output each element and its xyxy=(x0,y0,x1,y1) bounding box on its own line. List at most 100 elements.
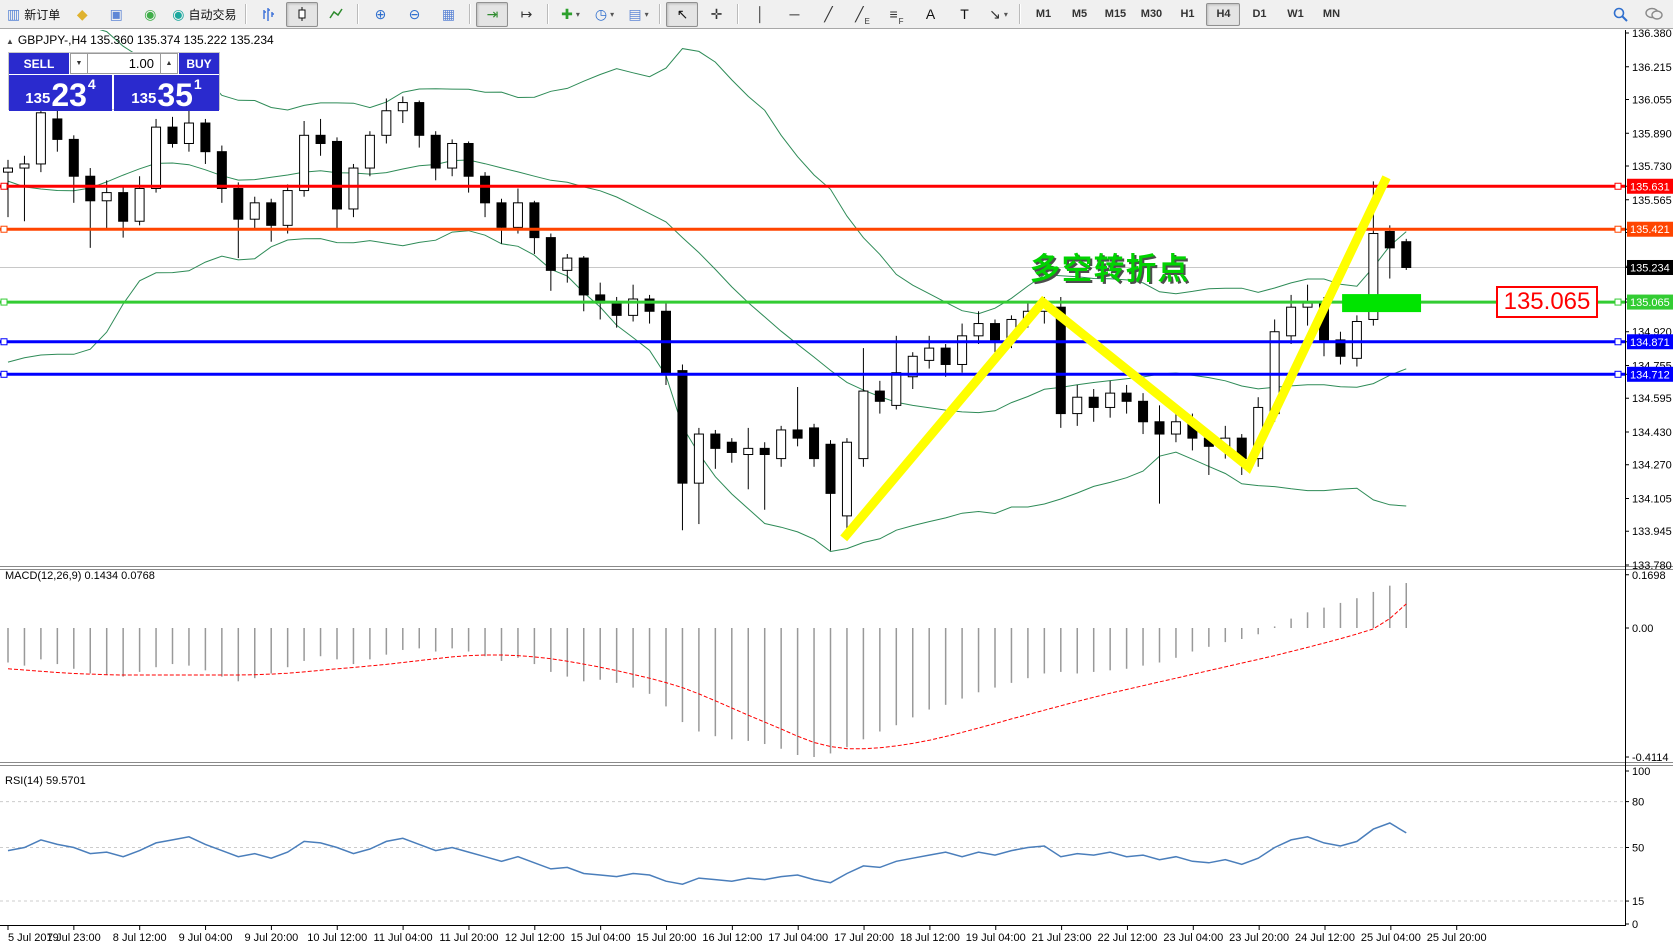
svg-text:135.234: 135.234 xyxy=(1630,262,1670,274)
vertical-line-button[interactable]: │ xyxy=(744,2,776,27)
svg-text:24 Jul 12:00: 24 Jul 12:00 xyxy=(1295,932,1355,944)
timeframe-h1-button[interactable]: H1 xyxy=(1180,8,1195,20)
sell-button[interactable]: SELL xyxy=(9,53,70,74)
bar-chart-button[interactable] xyxy=(252,2,284,27)
timeframe-d1-button[interactable]: D1 xyxy=(1252,8,1267,20)
fibonacci-button[interactable]: ≡ F xyxy=(880,2,912,27)
trendline-icon: ╱ xyxy=(824,6,833,22)
svg-text:133.780: 133.780 xyxy=(1632,560,1672,572)
svg-text:8 Jul 12:00: 8 Jul 12:00 xyxy=(113,932,167,944)
dropdown-arrow-icon[interactable]: ▾ xyxy=(575,9,580,19)
svg-text:11 Jul 04:00: 11 Jul 04:00 xyxy=(374,932,433,944)
navigator-button[interactable]: ◉ xyxy=(134,2,166,27)
tile-windows-button[interactable]: ▦ xyxy=(432,2,464,27)
periods-icon: ◷ xyxy=(594,6,608,22)
new-order-icon: ▥ xyxy=(7,6,21,22)
yellow-trendline[interactable] xyxy=(840,175,1391,542)
svg-text:80: 80 xyxy=(1632,797,1644,809)
buy-button[interactable]: BUY xyxy=(178,53,219,74)
svg-text:22 Jul 12:00: 22 Jul 12:00 xyxy=(1097,932,1157,944)
equidistant-channel-button[interactable]: ╱ E xyxy=(846,2,878,27)
timeframe-w1-button[interactable]: W1 xyxy=(1287,8,1304,20)
collapse-arrow-icon[interactable]: ▲ xyxy=(6,37,14,46)
svg-text:21 Jul 23:00: 21 Jul 23:00 xyxy=(1032,932,1092,944)
cursor-button[interactable]: ↖ xyxy=(666,1,699,27)
text-icon: A xyxy=(925,6,936,22)
search-button[interactable] xyxy=(1604,2,1636,27)
timeframe-mn-button[interactable]: MN xyxy=(1322,8,1341,20)
horizontal-line-button[interactable]: ─ xyxy=(778,2,810,27)
volume-input[interactable] xyxy=(88,53,160,74)
templates-icon: ▤ xyxy=(628,6,642,22)
dropdown-arrow-icon[interactable]: ▾ xyxy=(610,9,615,19)
svg-text:9 Jul 04:00: 9 Jul 04:00 xyxy=(179,932,233,944)
zoom-in-button[interactable]: ⊕ xyxy=(364,2,396,27)
one-click-trade-panel: SELL ▼ ▲ BUY 135 23 4 135 35 1 xyxy=(8,52,220,111)
sell-price-display[interactable]: 135 23 4 xyxy=(9,75,112,111)
svg-text:135.421: 135.421 xyxy=(1630,224,1670,236)
zoom-out-icon: ⊖ xyxy=(408,6,421,22)
toolbar-right-group xyxy=(1603,2,1671,27)
svg-text:23 Jul 20:00: 23 Jul 20:00 xyxy=(1229,932,1289,944)
turning-point-annotation[interactable]: 多空转折点 xyxy=(1030,253,1190,286)
sell-price-pips: 23 xyxy=(51,76,87,113)
buy-price-display[interactable]: 135 35 1 xyxy=(114,75,219,111)
price-callout-box[interactable]: 135.065 xyxy=(1496,286,1598,318)
svg-text:-0.4114: -0.4114 xyxy=(1632,752,1669,764)
sub-letter: E xyxy=(864,16,870,26)
zoom-out-button[interactable]: ⊖ xyxy=(398,2,430,27)
crosshair-button[interactable]: ✛ xyxy=(700,2,732,27)
chart-shift-button[interactable]: ↦ xyxy=(510,2,542,27)
trendline-button[interactable]: ╱ xyxy=(812,2,844,27)
toolbar-separator xyxy=(737,4,740,24)
autotrading-button[interactable]: ◉ 自动交易 xyxy=(168,2,240,27)
svg-text:15: 15 xyxy=(1632,896,1644,908)
text-button[interactable]: A xyxy=(914,2,946,27)
navigator-icon: ◉ xyxy=(144,6,157,22)
autotrading-button-label: 自动交易 xyxy=(188,7,237,22)
svg-text:18 Jul 12:00: 18 Jul 12:00 xyxy=(900,932,960,944)
macd-signal-line xyxy=(7,603,1407,750)
sub-letter: F xyxy=(898,16,904,26)
vertical-line-icon: │ xyxy=(756,6,765,22)
svg-text:136.380: 136.380 xyxy=(1632,28,1672,40)
supply-zone-rect[interactable] xyxy=(1342,294,1422,313)
tile-windows-icon: ▦ xyxy=(441,6,456,22)
svg-text:25 Jul 20:00: 25 Jul 20:00 xyxy=(1427,932,1487,944)
timeframe-m5-button[interactable]: M5 xyxy=(1071,8,1088,20)
text-label-button[interactable]: T xyxy=(948,2,980,27)
volume-decrease-button[interactable]: ▼ xyxy=(70,53,88,74)
templates-button[interactable]: ▤ ▾ xyxy=(622,2,654,27)
price-axis[interactable]: 136.380 136.215 136.055 135.890 135.730 135.5… xyxy=(1625,28,1673,931)
arrows-icon: ↘ xyxy=(989,6,1001,22)
dropdown-arrow-icon[interactable]: ▾ xyxy=(644,9,649,19)
auto-scroll-button[interactable]: ⇥ xyxy=(476,1,509,27)
periods-button[interactable]: ◷ ▾ xyxy=(588,2,620,27)
svg-text:134.595: 134.595 xyxy=(1632,393,1672,405)
timeframe-m30-button[interactable]: M30 xyxy=(1140,8,1163,20)
toolbar-separator xyxy=(1019,4,1022,24)
fibonacci-icon: ≡ xyxy=(889,6,898,22)
svg-text:5 Jul 2019: 5 Jul 2019 xyxy=(8,932,59,944)
line-chart-button[interactable] xyxy=(320,2,352,27)
dropdown-arrow-icon[interactable]: ▾ xyxy=(1003,9,1008,19)
community-chat-button[interactable] xyxy=(1638,2,1670,27)
svg-text:134.105: 134.105 xyxy=(1632,493,1672,505)
arrows-button[interactable]: ↘ ▾ xyxy=(982,2,1014,27)
cursor-icon: ↖ xyxy=(676,6,689,22)
indicators-button[interactable]: ✚ ▾ xyxy=(554,2,586,27)
svg-text:134.430: 134.430 xyxy=(1632,427,1672,439)
data-window-button[interactable]: ▣ xyxy=(100,2,132,27)
volume-increase-button[interactable]: ▲ xyxy=(160,53,178,74)
toolbar-separator xyxy=(469,4,472,24)
horizontal-lines[interactable] xyxy=(0,182,1625,378)
new-order-button[interactable]: ▥ 新订单 xyxy=(3,2,64,27)
timeframe-h4-button[interactable]: H4 xyxy=(1206,2,1241,26)
timeframe-m15-button[interactable]: M15 xyxy=(1104,8,1127,20)
candlestick-chart-button[interactable] xyxy=(286,1,319,27)
market-watch-button[interactable]: ◆ xyxy=(66,2,98,27)
sell-price-prefix: 135 xyxy=(25,90,51,107)
timeframe-m1-button[interactable]: M1 xyxy=(1035,8,1052,20)
